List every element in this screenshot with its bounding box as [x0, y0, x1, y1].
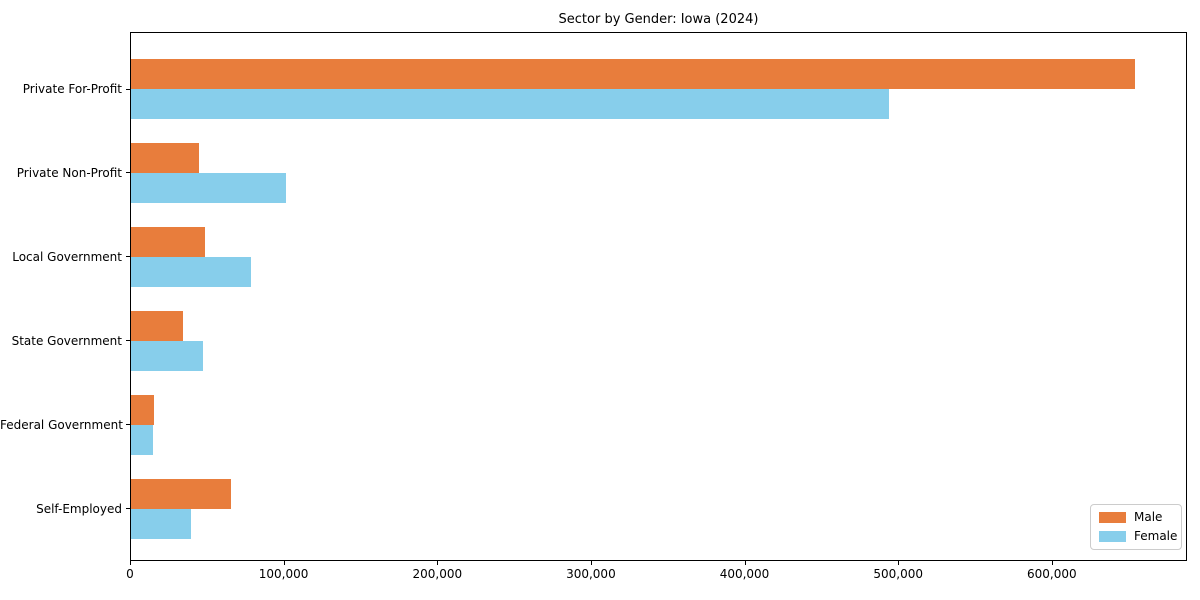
bar-female-self-employed — [131, 508, 191, 539]
bar-male-private-non-profit — [131, 142, 199, 173]
legend-swatch-male — [1099, 512, 1126, 523]
xtick-label-0: 0 — [126, 567, 134, 581]
bar-female-private-non-profit — [131, 172, 286, 203]
xtick-mark-6 — [1051, 561, 1053, 565]
legend-label-female: Female — [1134, 529, 1178, 543]
ytick-label-private-for-profit: Private For-Profit — [22, 82, 122, 96]
xtick-mark-1 — [283, 561, 285, 565]
ytick-mark-self-employed — [126, 508, 130, 509]
bar-male-federal-government — [131, 394, 154, 425]
plot-area — [130, 32, 1187, 561]
xtick-label-3: 300,000 — [566, 567, 616, 581]
ytick-mark-federal-government — [126, 424, 130, 426]
xtick-mark-4 — [744, 561, 746, 565]
bar-female-state-government — [131, 340, 204, 371]
legend-label-male: Male — [1134, 510, 1163, 524]
bar-male-self-employed — [131, 478, 231, 509]
xtick-label-6: 600,000 — [1026, 567, 1077, 581]
bar-male-state-government — [131, 310, 184, 341]
ytick-mark-local-government — [126, 256, 130, 258]
legend-item-male: Male — [1099, 511, 1173, 524]
ytick-label-local-government: Local Government — [12, 249, 122, 264]
bar-male-private-for-profit — [131, 59, 1136, 89]
bar-male-local-government — [131, 226, 205, 257]
ytick-label-federal-government: Federal Government — [0, 417, 123, 432]
xtick-mark-2 — [437, 561, 439, 565]
ytick-mark-private-non-profit — [126, 172, 130, 174]
legend: Male Female — [1090, 504, 1182, 550]
xtick-mark-3 — [590, 561, 592, 565]
xtick-mark-0 — [130, 561, 131, 565]
ytick-mark-state-government — [126, 340, 130, 342]
bar-female-private-for-profit — [131, 89, 889, 119]
ytick-label-private-non-profit: Private Non-Profit — [16, 165, 122, 180]
ytick-mark-private-for-profit — [126, 88, 130, 90]
xtick-label-2: 200,000 — [412, 567, 463, 581]
xtick-label-4: 400,000 — [719, 567, 770, 581]
ytick-label-state-government: State Government — [11, 333, 122, 348]
xtick-label-1: 100,000 — [258, 567, 309, 581]
bar-female-local-government — [131, 256, 251, 287]
chart-title: Sector by Gender: Iowa (2024) — [558, 12, 759, 27]
ytick-label-self-employed: Self-Employed — [36, 501, 122, 516]
legend-swatch-female — [1099, 531, 1126, 542]
bar-female-federal-government — [131, 424, 153, 455]
xtick-label-5: 500,000 — [873, 567, 923, 581]
legend-item-female: Female — [1099, 530, 1177, 543]
xtick-mark-5 — [898, 561, 900, 565]
